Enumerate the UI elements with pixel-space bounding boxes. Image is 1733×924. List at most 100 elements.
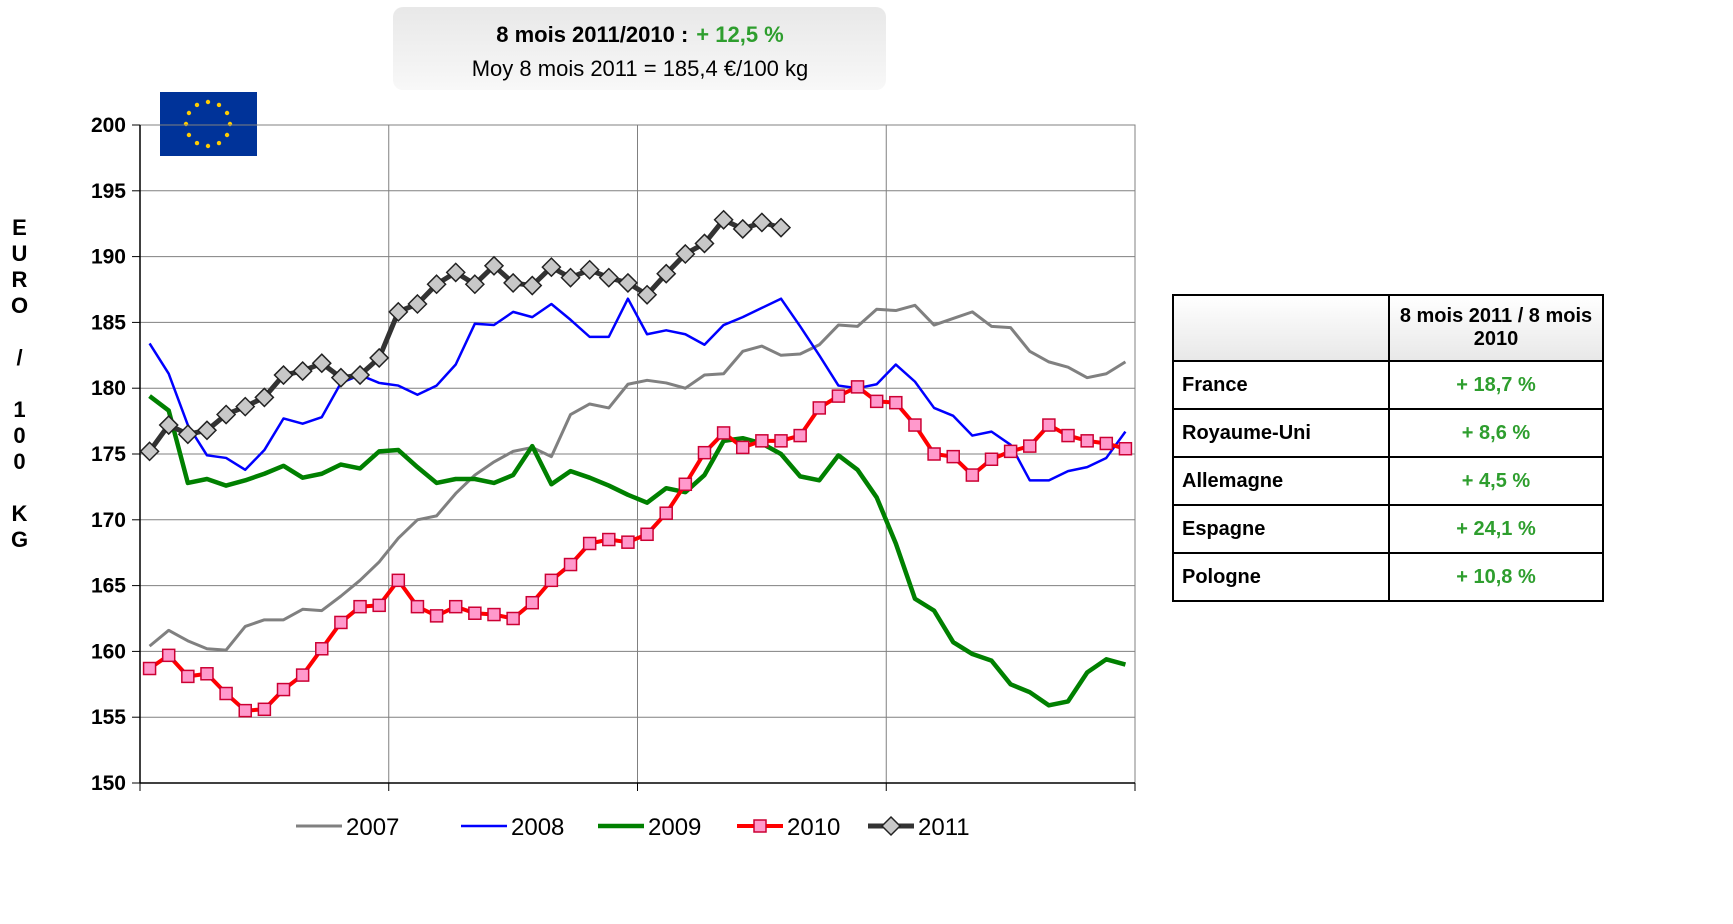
marker — [774, 434, 788, 448]
flag-star — [216, 102, 222, 108]
flag-star — [227, 121, 233, 127]
marker — [273, 364, 294, 386]
marker — [426, 274, 447, 295]
marker — [391, 573, 406, 588]
marker — [812, 401, 827, 415]
marker — [984, 452, 999, 467]
marker — [946, 449, 960, 464]
marker — [445, 262, 466, 283]
marker — [793, 428, 807, 443]
marker — [503, 272, 524, 293]
marker — [637, 284, 658, 305]
marker — [429, 609, 444, 623]
marker — [716, 426, 731, 440]
series-line — [148, 303, 1127, 652]
marker — [735, 440, 750, 455]
table-cell: + 4,5 % — [1388, 456, 1604, 506]
marker — [713, 209, 734, 230]
marker — [560, 267, 581, 288]
marker — [656, 263, 677, 284]
series-line — [148, 384, 1126, 713]
y-tick-label: 165 — [91, 575, 126, 598]
y-tick-label: 180 — [91, 377, 126, 400]
y-tick-label: 200 — [91, 114, 126, 137]
marker — [694, 233, 715, 254]
table-row: France + 18,7 % — [1172, 360, 1604, 410]
marker — [753, 819, 767, 833]
legend-label: 2009 — [648, 814, 701, 841]
table-row: Espagne + 24,1 % — [1172, 504, 1604, 554]
marker — [770, 217, 792, 238]
flag-star — [205, 143, 211, 149]
marker — [621, 535, 635, 549]
marker — [349, 364, 371, 386]
marker — [334, 615, 348, 630]
marker — [158, 414, 179, 436]
table-row: Royaume-Uni + 8,6 % — [1172, 408, 1604, 458]
marker — [582, 536, 597, 551]
marker — [541, 257, 562, 278]
flag-star — [205, 99, 211, 105]
marker — [880, 815, 902, 837]
table-cell: Allemagne — [1172, 456, 1390, 506]
marker — [448, 599, 463, 614]
table-cell: + 8,6 % — [1388, 408, 1604, 458]
marker — [1080, 434, 1094, 448]
marker — [487, 607, 501, 622]
y-tick-label: 160 — [91, 640, 126, 663]
marker — [200, 667, 214, 681]
flag-star — [186, 132, 192, 138]
marker — [353, 599, 367, 614]
marker — [598, 267, 619, 288]
marker — [311, 353, 332, 374]
marker — [254, 387, 275, 408]
marker — [965, 468, 980, 482]
flag-star — [194, 102, 200, 108]
table-cell: Pologne — [1172, 552, 1390, 602]
marker — [177, 424, 198, 445]
marker — [1003, 444, 1018, 459]
marker — [315, 642, 329, 656]
marker — [468, 606, 482, 620]
subtitle: Moy 8 mois 2011 = 185,4 €/100 kg — [472, 56, 809, 81]
legend-label: 2008 — [511, 814, 564, 841]
marker — [1023, 439, 1037, 453]
marker — [181, 669, 195, 684]
marker — [927, 447, 941, 461]
marker — [525, 595, 540, 610]
y-tick-label: 185 — [91, 311, 126, 334]
y-tick-label: 190 — [91, 246, 126, 269]
table-row: Allemagne + 4,5 % — [1172, 456, 1604, 506]
marker — [196, 420, 218, 441]
marker — [464, 274, 485, 295]
marker — [522, 275, 543, 296]
summary-box — [393, 7, 886, 90]
flag-star — [224, 132, 230, 138]
marker — [755, 434, 769, 448]
table-row: Pologne + 10,8 % — [1172, 552, 1604, 602]
table-cell — [1172, 294, 1390, 362]
marker — [295, 668, 310, 682]
marker — [142, 661, 157, 676]
series-line — [147, 217, 782, 453]
marker — [659, 506, 673, 520]
marker — [276, 682, 291, 697]
marker — [563, 557, 578, 572]
flag-star — [186, 110, 192, 116]
flag-star — [216, 140, 222, 146]
legend-label: 2011 — [918, 814, 970, 841]
legend-label: 2010 — [787, 814, 840, 841]
marker — [161, 648, 176, 663]
marker — [1042, 418, 1056, 432]
marker — [1118, 441, 1133, 456]
table-cell: Espagne — [1172, 504, 1390, 554]
marker — [139, 441, 160, 462]
marker — [235, 396, 256, 417]
summary-value: + 12,5 % — [696, 22, 783, 47]
table: 8 mois 2011 / 8 mois 2010 France + 18,7 % R… — [1172, 294, 1604, 602]
marker — [732, 218, 753, 240]
marker — [544, 573, 559, 588]
flag-star — [194, 140, 200, 146]
